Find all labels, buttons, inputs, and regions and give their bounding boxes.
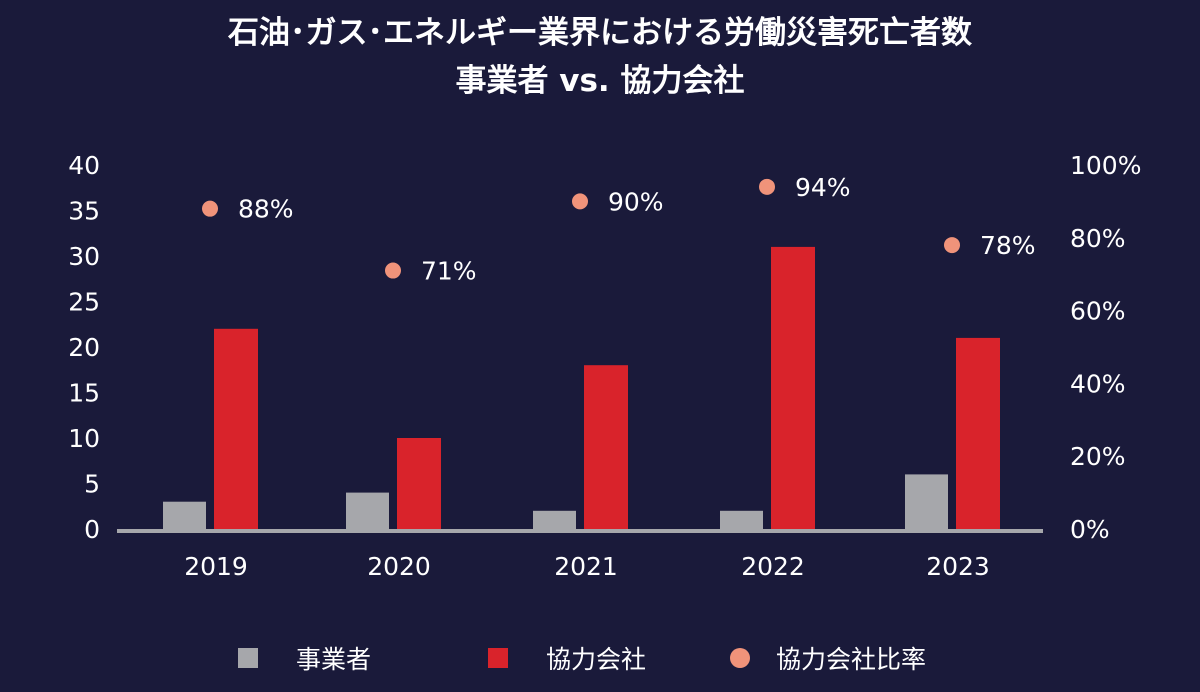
- legend-label: 協力会社: [546, 645, 647, 674]
- y-right-tick-label: 100%: [1070, 151, 1141, 180]
- x-tick-label: 2019: [184, 552, 248, 581]
- y-left-tick-label: 25: [68, 288, 100, 317]
- legend-label: 事業者: [296, 645, 372, 674]
- y-left-tick-label: 10: [68, 424, 100, 453]
- chart-subtitle: 事業者 vs. 協力会社: [455, 63, 745, 99]
- y-right-tick-label: 20%: [1070, 442, 1126, 471]
- x-axis-line: [117, 529, 1043, 533]
- legend-item-contractor-ratio: 協力会社比率: [730, 640, 926, 676]
- legend-swatch: [238, 648, 258, 668]
- ratio-data-label: 71%: [421, 257, 477, 286]
- ratio-point: [385, 262, 401, 279]
- bar-operator: [533, 510, 576, 529]
- bar-contractor: [771, 246, 815, 529]
- ratio-data-label: 90%: [608, 187, 664, 216]
- y-left-tick-label: 40: [68, 151, 100, 180]
- y-right-tick-label: 40%: [1070, 369, 1126, 398]
- legend-swatch: [488, 648, 508, 668]
- ratio-point: [759, 178, 775, 195]
- ratio-data-label: 94%: [795, 173, 851, 202]
- y-right-tick-label: 0%: [1070, 515, 1110, 544]
- bar-operator: [346, 492, 389, 529]
- bar-contractor: [956, 337, 1000, 529]
- bar-contractor: [214, 328, 258, 529]
- bar-operator: [720, 510, 763, 529]
- legend-label: 協力会社比率: [776, 645, 927, 674]
- bar-contractor: [584, 365, 628, 529]
- y-left-tick-label: 5: [84, 470, 100, 499]
- legend-item-operator: 事業者: [238, 640, 371, 676]
- bar-contractor: [397, 438, 441, 529]
- ratio-data-label: 88%: [238, 195, 294, 224]
- chart-title: 石油･ガス･エネルギー業界における労働災害死亡者数: [228, 15, 972, 51]
- legend: 事業者 協力会社 協力会社比率: [0, 640, 1200, 680]
- y-left-tick-label: 30: [68, 242, 100, 271]
- bar-operator: [163, 501, 206, 529]
- y-left-tick-label: 0: [84, 515, 100, 544]
- x-tick-label: 2021: [554, 552, 618, 581]
- x-tick-label: 2020: [367, 552, 431, 581]
- ratio-point: [572, 193, 588, 210]
- x-tick-label: 2022: [741, 552, 805, 581]
- ratio-point: [944, 237, 960, 254]
- legend-item-contractor: 協力会社: [488, 640, 646, 676]
- bar-operator: [905, 474, 948, 529]
- y-left-tick-label: 20: [68, 333, 100, 362]
- y-left-tick-label: 35: [68, 197, 100, 226]
- y-right-tick-label: 60%: [1070, 297, 1126, 326]
- legend-swatch: [730, 648, 750, 668]
- y-right-tick-label: 80%: [1070, 224, 1126, 253]
- ratio-data-label: 78%: [980, 231, 1036, 260]
- ratio-point: [202, 200, 218, 217]
- x-tick-label: 2023: [926, 552, 990, 581]
- y-left-tick-label: 15: [68, 379, 100, 408]
